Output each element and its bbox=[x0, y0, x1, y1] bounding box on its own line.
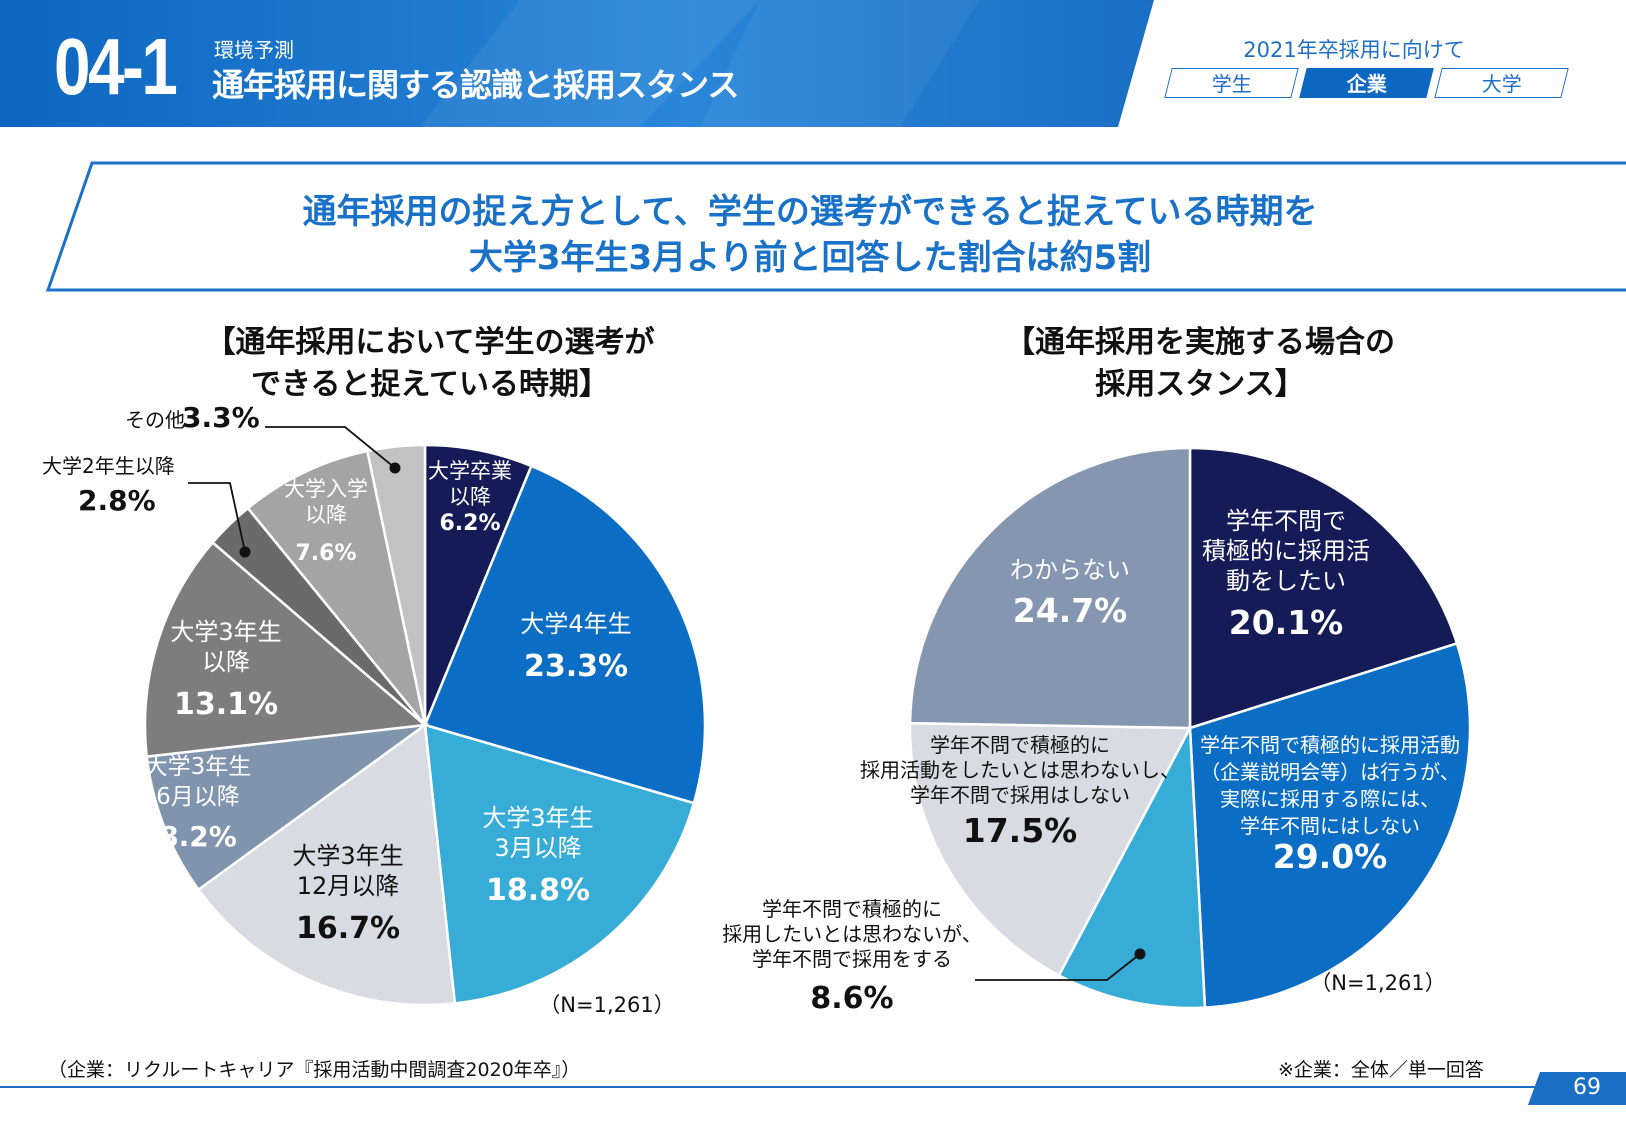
footer-divider bbox=[0, 1086, 1626, 1088]
header-background bbox=[0, 0, 1154, 127]
chart1-slice-label-3-2: 3月以降 bbox=[494, 834, 581, 862]
chart2-callout-line-3 bbox=[975, 953, 1141, 981]
chart2-slice-4 bbox=[908, 721, 1193, 978]
page-header: 04-1 環境予測 通年採用に関する認識と採用スタンス 2021年卒採用に向けて… bbox=[0, 0, 1626, 127]
chart2-slice-label-2-1: 学年不問で積極的に採用活動 bbox=[1200, 733, 1460, 757]
chart2-slice-label-1-2: 積極的に採用活 bbox=[1202, 537, 1370, 565]
chart2-slice-label-3-1: 学年不問で積極的に bbox=[762, 897, 942, 921]
chart2-slice-label-2-2: （企業説明会等）は行うが、 bbox=[1200, 760, 1460, 784]
chart2-slice-label-3-3: 学年不問で採用をする bbox=[752, 947, 952, 971]
source-note: （企業：リクルートキャリア『採用活動中間調査2020年卒』） bbox=[48, 1059, 581, 1081]
chart1-value-label-6: 13.1% bbox=[174, 687, 278, 722]
chart1-value-label-5: 8.2% bbox=[159, 820, 237, 853]
chart2-n-label: （N=1,261） bbox=[1310, 971, 1445, 995]
chart2-slice-label-4-1: 学年不問で積極的に bbox=[930, 733, 1110, 757]
chart1-slice-label-4-1: 大学3年生 bbox=[292, 842, 403, 870]
chart2-slice-label-4-2: 採用活動をしたいとは思わないし、 bbox=[860, 758, 1180, 782]
chart2-value-label-4: 17.5% bbox=[963, 811, 1078, 850]
chart1-slice-label-2-1: 大学4年生 bbox=[520, 610, 631, 638]
chart1-value-label-8: 7.6% bbox=[295, 541, 356, 566]
chart2-value-label-1: 20.1% bbox=[1229, 603, 1344, 642]
target-label: 2021年卒採用に向けて bbox=[1243, 38, 1465, 62]
chart1-callout-dot-7 bbox=[239, 546, 251, 558]
section-title: 通年採用に関する認識と採用スタンス bbox=[212, 66, 739, 104]
chart1-value-label-3: 18.8% bbox=[486, 873, 590, 908]
chart1-slice-label-8-2: 以降 bbox=[305, 503, 347, 527]
headline-line-2: 大学3年生3月より前と回答した割合は約5割 bbox=[468, 238, 1152, 278]
chart2-slice-3 bbox=[1057, 723, 1207, 1010]
chart1-value-label-1: 6.2% bbox=[439, 511, 500, 536]
chart1-value-label-4: 16.7% bbox=[296, 911, 400, 946]
chart1-slice-6 bbox=[143, 540, 428, 758]
chart2-slice-label-2-4: 学年不問にはしない bbox=[1240, 814, 1420, 838]
chart2-value-label-2: 29.0% bbox=[1273, 837, 1388, 876]
chart2-slice-label-4-3: 学年不問で採用はしない bbox=[910, 783, 1130, 807]
chart1-callout-line-7 bbox=[188, 482, 246, 553]
chart1-callout-dot-9 bbox=[389, 462, 401, 474]
chart1-slice-label-6-1: 大学3年生 bbox=[170, 618, 281, 646]
chart1-slice-label-1-2: 以降 bbox=[449, 485, 491, 509]
chart1-title: 【通年採用において学生の選考が できると捉えている時期】 bbox=[100, 322, 760, 406]
chart1-slice-label-9-1: その他 bbox=[125, 408, 185, 432]
headline-line-1: 通年採用の捉え方として、学生の選考ができると捉えている時期を bbox=[302, 192, 1318, 232]
chart2-title-line-2: 採用スタンス】 bbox=[1095, 367, 1305, 402]
chart2-slice-label-1-1: 学年不問で bbox=[1226, 507, 1346, 535]
chart2-slice-label-2-3: 実際に採用する際には、 bbox=[1220, 787, 1440, 811]
chart1-slice-label-5-1: 大学3年生 bbox=[145, 754, 252, 780]
chart1-slice-4 bbox=[196, 722, 457, 1007]
chart1-title-line-1: 【通年採用において学生の選考が bbox=[205, 325, 655, 360]
chart2-value-label-3: 8.6% bbox=[810, 981, 893, 1016]
chart2-slice-label-3-2: 採用したいとは思わないが、 bbox=[722, 922, 982, 946]
chart2-slice-label-5-1: わからない bbox=[1010, 556, 1130, 584]
chart1-title-line-2: できると捉えている時期】 bbox=[251, 367, 609, 402]
chart1-slice-label-8-1: 大学入学 bbox=[284, 477, 368, 501]
chart1-callout-line-9 bbox=[265, 426, 396, 469]
chart1-slice-label-5-2: 6月以降 bbox=[156, 784, 240, 810]
chart2-value-label-5: 24.7% bbox=[1013, 591, 1128, 630]
page-number-badge: 69 bbox=[1528, 1072, 1626, 1105]
chart1-slice-2 bbox=[423, 464, 707, 805]
answer-note: ※企業：全体／単一回答 bbox=[1278, 1059, 1484, 1081]
chart1-slice-5 bbox=[145, 723, 430, 892]
chart1-slice-9 bbox=[365, 443, 427, 726]
chart1-slice-label-4-2: 12月以降 bbox=[297, 872, 400, 900]
section-subtitle: 環境予測 bbox=[214, 38, 294, 62]
chart2-callout-dot-3 bbox=[1134, 948, 1146, 960]
chart1-slice-label-7-1: 大学2年生以降 bbox=[42, 454, 175, 478]
chart2-title: 【通年採用を実施する場合の 採用スタンス】 bbox=[870, 322, 1530, 406]
chart2-slice-1 bbox=[1188, 446, 1459, 730]
headline-box: 通年採用の捉え方として、学生の選考ができると捉えている時期を 大学3年生3月より… bbox=[0, 160, 1626, 295]
chart1-slice-label-6-2: 以降 bbox=[202, 648, 250, 676]
page-number: 69 bbox=[1573, 1075, 1601, 1100]
chart2-title-line-1: 【通年採用を実施する場合の bbox=[1005, 325, 1395, 360]
chart1-value-label-2: 23.3% bbox=[524, 649, 628, 684]
chart2-slice-label-1-3: 動をしたい bbox=[1226, 567, 1346, 595]
chart1-value-label-7: 2.8% bbox=[78, 484, 156, 517]
section-number: 04-1 bbox=[54, 22, 178, 111]
chart1-slice-3 bbox=[423, 723, 696, 1005]
chart1-value-label-9: 3.3% bbox=[182, 401, 260, 434]
chart2-slice-2 bbox=[1188, 641, 1472, 1009]
chart1-slice-label-1-1: 大学卒業 bbox=[428, 459, 512, 483]
chart1-n-label: （N=1,261） bbox=[539, 993, 674, 1017]
chart2-slice-5 bbox=[908, 446, 1192, 730]
headline-frame bbox=[45, 161, 1626, 292]
chart1-slice-label-3-1: 大学3年生 bbox=[482, 804, 593, 832]
